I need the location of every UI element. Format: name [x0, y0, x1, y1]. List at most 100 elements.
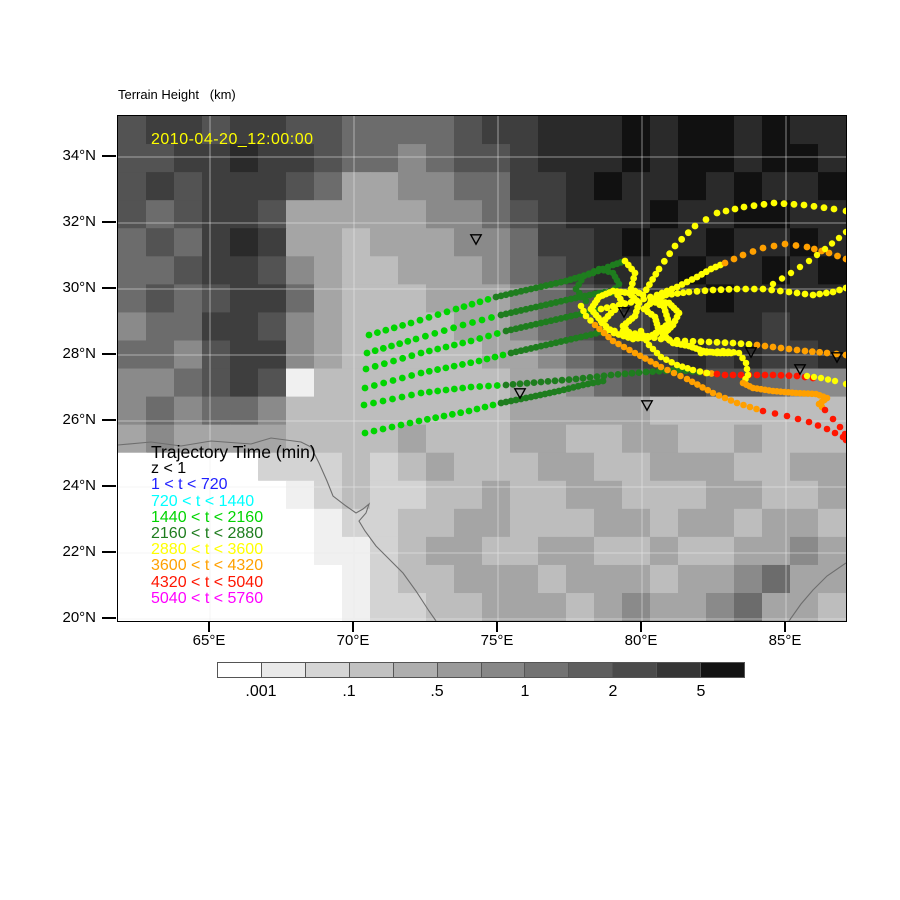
terrain-cell	[202, 480, 231, 510]
trajectory-dot	[371, 362, 379, 370]
terrain-cell	[510, 256, 539, 285]
trajectory-dot	[615, 280, 623, 288]
terrain-cell	[426, 480, 455, 510]
terrain-cell	[426, 593, 455, 621]
trajectory-dot	[674, 290, 681, 297]
terrain-cell	[426, 452, 455, 482]
lon-tick-label: 70°E	[336, 632, 370, 649]
terrain-cell	[510, 144, 539, 173]
trajectory-dot	[361, 429, 369, 437]
colorbar-segment	[261, 663, 306, 677]
trajectory-dot	[760, 200, 768, 208]
trajectory-source-marker	[830, 352, 844, 364]
trajectory-dot	[673, 361, 681, 369]
terrain-cell	[594, 172, 623, 201]
trajectory-dot	[693, 287, 701, 295]
trajectory-dot	[615, 301, 623, 309]
trajectory-dot	[626, 346, 633, 354]
terrain-cell	[426, 508, 455, 538]
trajectory-dot	[664, 366, 671, 374]
terrain-cell	[790, 116, 819, 145]
trajectory-dot	[768, 286, 776, 294]
lat-tick-label: 24°N	[62, 477, 96, 494]
trajectory-dot	[434, 345, 442, 353]
terrain-cell	[818, 480, 846, 510]
trajectory-dot	[753, 341, 761, 349]
trajectory-dot	[417, 369, 425, 377]
trajectory-dot	[713, 209, 721, 217]
trajectory-dot	[803, 243, 811, 251]
terrain-cell	[258, 256, 287, 285]
terrain-cell	[706, 452, 735, 482]
trajectory-dot	[735, 349, 743, 357]
trajectory-dot	[660, 257, 668, 265]
trajectory-dot	[416, 316, 424, 324]
terrain-cell	[286, 144, 315, 173]
trajectory	[360, 366, 817, 409]
terrain-cell	[118, 144, 147, 173]
trajectory-dot	[407, 319, 415, 327]
terrain-cell	[650, 564, 679, 594]
terrain-cell	[454, 116, 483, 145]
trajectory-dot	[370, 427, 378, 435]
trajectory-dot	[491, 353, 499, 361]
terrain-cell	[622, 508, 651, 538]
trajectory-dot	[715, 392, 723, 399]
terrain-cell	[230, 256, 259, 285]
terrain-cell	[510, 200, 539, 229]
terrain-cell	[342, 200, 371, 229]
trajectory-source-marker	[640, 400, 654, 412]
trajectory-dot	[422, 332, 429, 340]
legend-entry: 3600 < t < 4320	[151, 557, 264, 575]
trajectory-dot	[727, 397, 735, 404]
trajectory-dot	[801, 347, 809, 355]
trajectory-dot	[771, 410, 779, 417]
terrain-cell	[706, 228, 735, 257]
trajectory-dot	[488, 314, 495, 321]
trajectory-source-marker	[617, 307, 631, 319]
terrain-cell	[174, 593, 203, 621]
trajectory-dot	[842, 351, 846, 359]
trajectory-dot	[825, 249, 833, 257]
terrain-cell	[790, 396, 819, 426]
trajectory-dot	[709, 389, 717, 397]
terrain-cell	[426, 424, 455, 454]
terrain-cell	[734, 144, 763, 173]
trajectory-dot	[666, 250, 674, 258]
trajectory-dot	[684, 365, 691, 372]
terrain-cell	[398, 536, 427, 566]
trajectory-dot	[829, 415, 837, 423]
trajectory-dot	[485, 332, 492, 340]
lat-tick	[102, 287, 116, 289]
terrain-cell	[258, 172, 287, 201]
terrain-cell	[454, 480, 483, 510]
trajectory-dot	[615, 340, 622, 348]
terrain-cell	[398, 593, 427, 621]
lat-tick-label: 28°N	[62, 345, 96, 362]
trajectory-dot	[785, 345, 793, 353]
terrain-cell	[230, 144, 259, 173]
trajectory-dot	[450, 324, 457, 332]
terrain-cell	[230, 424, 259, 454]
trajectory-dot	[742, 359, 750, 367]
trajectory-dot	[459, 361, 466, 368]
terrain-cell	[230, 172, 259, 201]
trajectory-dot	[683, 375, 691, 383]
trajectory-dot	[516, 380, 524, 388]
trajectory-dot	[679, 363, 686, 370]
terrain-cell	[622, 424, 651, 454]
terrain-cell	[622, 172, 651, 201]
trajectory-dot	[733, 399, 741, 407]
trajectory-dot	[787, 269, 795, 277]
trajectory-dot	[821, 406, 829, 414]
terrain-cell	[398, 172, 427, 201]
trajectory-dot	[828, 240, 836, 247]
trajectory-dot	[721, 371, 729, 379]
terrain-cell	[146, 228, 175, 257]
trajectory	[365, 199, 846, 339]
trajectory-dot	[689, 337, 697, 345]
trajectory-dot	[749, 248, 757, 255]
terrain-cell	[706, 144, 735, 173]
terrain-cell	[146, 508, 175, 538]
trajectory-dot	[605, 333, 612, 341]
